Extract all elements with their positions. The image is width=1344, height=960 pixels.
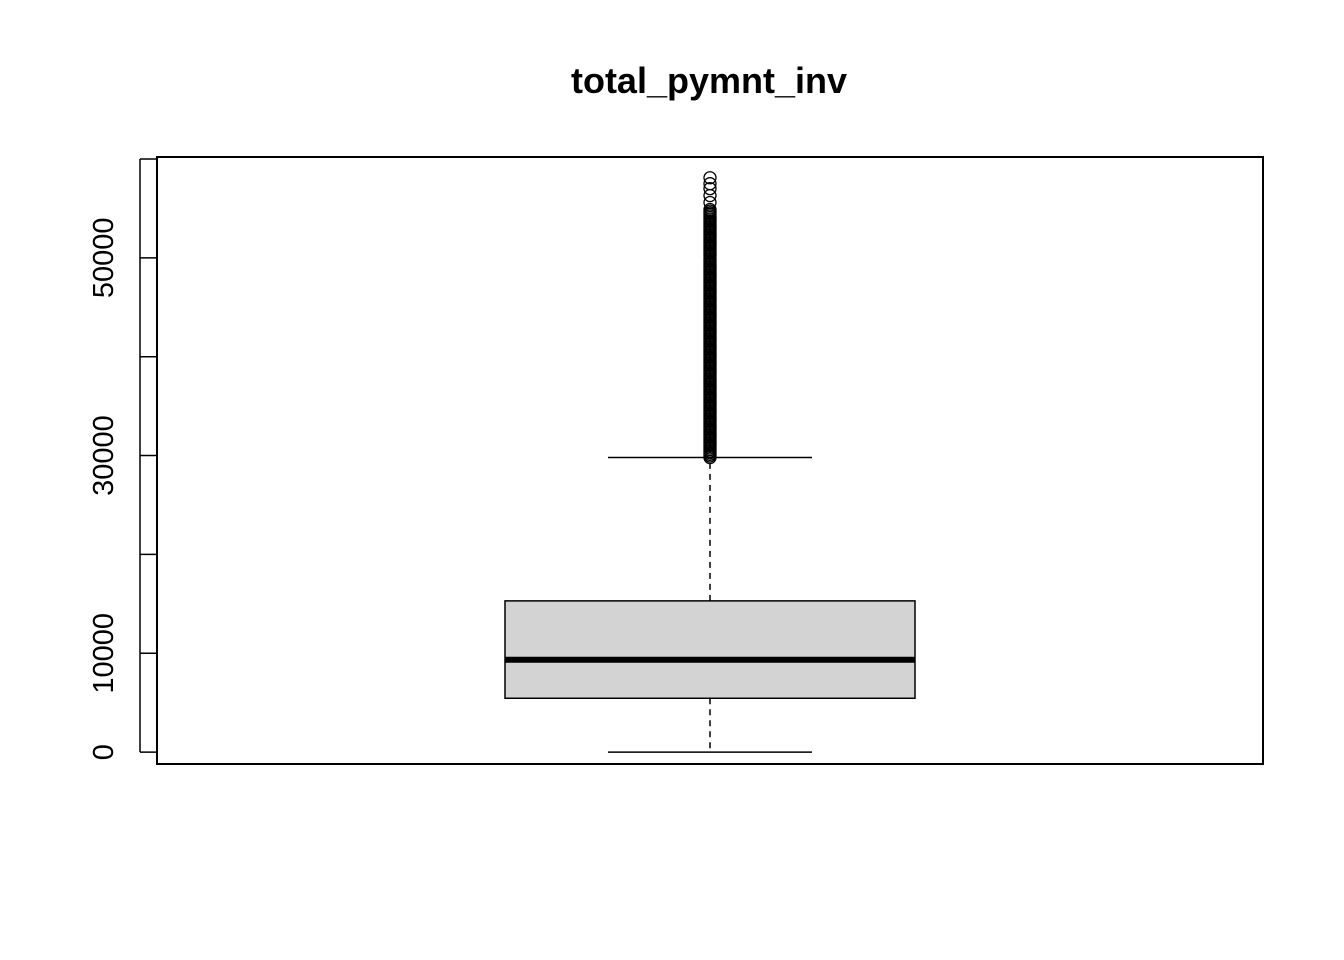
outlier-point <box>703 188 717 203</box>
y-tick-label: 0 <box>88 744 120 760</box>
y-tick-label: 10000 <box>88 613 120 694</box>
iqr-box <box>504 600 916 700</box>
outlier-point <box>703 195 717 210</box>
outlier-point <box>703 181 717 196</box>
y-tick-label: 30000 <box>88 415 120 496</box>
outlier-point <box>703 171 717 185</box>
y-tick-label: 50000 <box>88 218 120 299</box>
plot-frame <box>156 156 1264 765</box>
outlier-point <box>703 202 717 217</box>
boxplot <box>504 456 916 753</box>
y-axis: 0 10000 30000 50000 <box>88 158 157 760</box>
outlier-point <box>703 177 717 191</box>
outlier-points <box>703 171 717 465</box>
chart-title: total_pymnt_inv <box>571 60 847 101</box>
